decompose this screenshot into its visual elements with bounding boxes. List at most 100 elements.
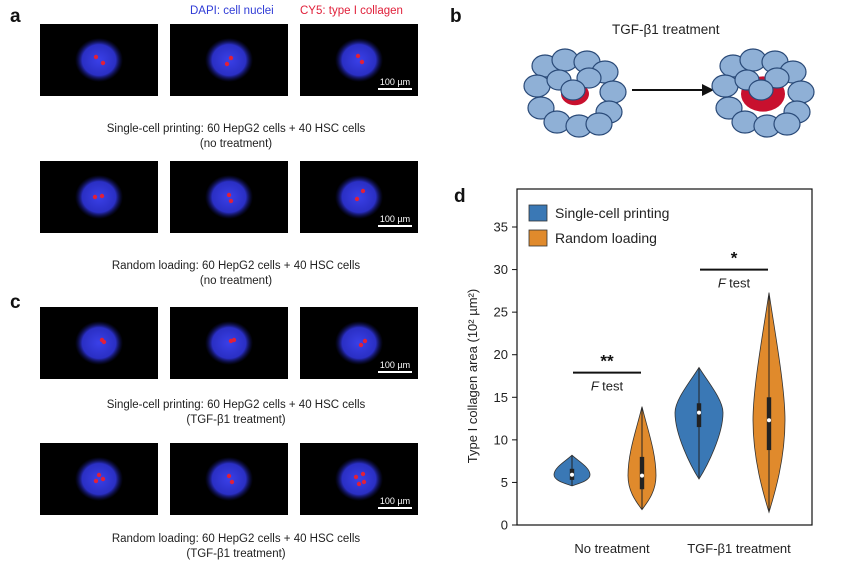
violin-iqr-box: [696, 403, 702, 428]
collagen-spot: [359, 59, 365, 65]
significance-test-label: F test: [718, 276, 751, 291]
scale-bar: 100 µm: [378, 77, 412, 90]
spheroid-cell: [599, 80, 627, 104]
y-tick-label: 35: [494, 220, 508, 235]
legend-swatch-0: [528, 204, 548, 222]
collagen-spot: [231, 337, 237, 343]
micrograph-tile: [40, 307, 158, 379]
y-tick-label: 25: [494, 305, 508, 320]
scale-bar: 100 µm: [378, 214, 412, 227]
caption-c-row1: Single-cell printing: 60 HepG2 cells + 4…: [40, 398, 432, 428]
cell-nucleus-blob: [205, 321, 253, 365]
stain-legend-blue: DAPI: cell nuclei: [190, 5, 274, 17]
collagen-spot: [100, 60, 106, 66]
caption-c-row1-line1: Single-cell printing: 60 HepG2 cells + 4…: [106, 399, 366, 411]
caption-a-row1: Single-cell printing: 60 HepG2 cells + 4…: [40, 122, 432, 152]
micrograph-tile: [40, 443, 158, 515]
caption-c-row2: Random loading: 60 HepG2 cells + 40 HSC …: [40, 532, 432, 562]
test-word: test: [729, 276, 750, 291]
spheroid-cell: [576, 67, 602, 89]
panel-a-letter: a: [10, 6, 21, 27]
caption-a-row2-line2: (no treatment): [199, 275, 273, 287]
micrograph-tile: [170, 24, 288, 96]
collagen-spot: [224, 61, 230, 67]
spheroid-untreated: [523, 48, 627, 138]
collagen-spot: [229, 479, 235, 485]
collagen-spot: [353, 474, 359, 480]
cell-nucleus-blob: [75, 321, 123, 365]
collagen-spot: [360, 188, 366, 194]
scale-bar: 100 µm: [378, 360, 412, 373]
collagen-spot: [226, 192, 232, 198]
test-letter: F: [718, 276, 729, 291]
violin-median-dot: [697, 410, 701, 415]
spheroid-cell: [523, 74, 551, 98]
panel-d-letter: d: [454, 186, 466, 207]
micrograph-tile: [170, 161, 288, 233]
collagen-spot: [93, 54, 99, 60]
x-category-label: TGF-β1 treatment: [687, 541, 791, 556]
significance-stars: **: [600, 352, 614, 371]
caption-c-row1-line2: (TGF-β1 treatment): [186, 414, 286, 426]
cell-nucleus-blob: [335, 38, 383, 82]
panel-b-title: TGF-β1 treatment: [612, 22, 720, 37]
cell-nucleus-blob: [335, 457, 383, 501]
micrograph-tile: [40, 24, 158, 96]
micrograph-tile: 100 µm: [300, 443, 418, 515]
legend-swatch-1: [528, 229, 548, 247]
legend-label-1: Random loading: [555, 230, 657, 246]
y-tick-label: 15: [494, 390, 508, 405]
cell-nucleus-blob: [75, 38, 123, 82]
scale-bar-label: 100 µm: [379, 360, 411, 370]
violin-median-dot: [767, 418, 771, 423]
collagen-spot: [361, 479, 367, 485]
collagen-spot: [228, 198, 234, 204]
violin-iqr-box: [766, 397, 772, 451]
spheroid-schematic: [523, 48, 815, 138]
spheroid-cell: [773, 112, 801, 136]
caption-a-row1-line1: Single-cell printing: 60 HepG2 cells + 4…: [106, 123, 366, 135]
caption-a-row1-line2: (no treatment): [199, 138, 273, 150]
spheroid-cell: [715, 96, 743, 120]
spheroid-cell: [585, 112, 613, 136]
cell-nucleus-blob: [205, 457, 253, 501]
collagen-spot: [354, 196, 360, 202]
treatment-arrow-head: [702, 84, 714, 96]
spheroid-cell: [748, 79, 774, 101]
micrograph-tile: [170, 307, 288, 379]
x-category-label: No treatment: [574, 541, 650, 556]
y-tick-label: 10: [494, 432, 508, 447]
spheroid-cell: [560, 79, 586, 101]
significance-stars: *: [731, 249, 738, 268]
y-axis-label: Type I collagen area (10² µm²): [465, 289, 480, 463]
collagen-spot: [92, 194, 98, 200]
scale-bar-label: 100 µm: [379, 496, 411, 506]
spheroid-treated: [711, 48, 815, 138]
violin-median-dot: [570, 472, 574, 477]
caption-c-row2-line1: Random loading: 60 HepG2 cells + 40 HSC …: [111, 533, 361, 545]
collagen-spot: [226, 473, 232, 479]
violin-iqr-box: [639, 456, 645, 490]
collagen-spot: [93, 478, 99, 484]
scale-bar-label: 100 µm: [379, 77, 411, 87]
cell-nucleus-blob: [75, 175, 123, 219]
y-tick-label: 5: [501, 475, 508, 490]
legend-label-0: Single-cell printing: [555, 205, 669, 221]
collagen-spot: [355, 53, 361, 59]
violin-chart: 0 5 10 15 20 25 30 35 Type I collagen area (10² …: [465, 188, 813, 556]
violin-median-dot: [640, 473, 644, 478]
scale-bar: 100 µm: [378, 496, 412, 509]
spheroid-cell: [711, 74, 739, 98]
test-letter: F: [591, 379, 602, 394]
cell-nucleus-blob: [335, 175, 383, 219]
collagen-spot: [356, 481, 362, 487]
y-tick-label: 30: [494, 262, 508, 277]
panel-c-letter: c: [10, 292, 21, 313]
collagen-spot: [358, 342, 364, 348]
micrograph-tile: 100 µm: [300, 307, 418, 379]
spheroid-cell: [764, 67, 790, 89]
spheroid-cell: [787, 80, 815, 104]
caption-a-row2: Random loading: 60 HepG2 cells + 40 HSC …: [40, 259, 432, 289]
significance-test-label: F test: [591, 379, 624, 394]
cell-nucleus-blob: [75, 457, 123, 501]
